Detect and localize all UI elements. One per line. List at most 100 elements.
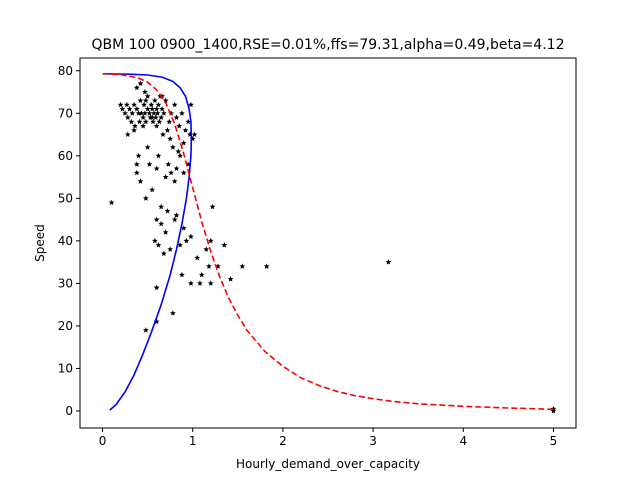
scatter-point (167, 246, 174, 252)
scatter-point (177, 152, 183, 159)
scatter-point (153, 165, 160, 171)
scatter-point (185, 118, 192, 125)
scatter-point (119, 106, 126, 112)
scatter-point (152, 237, 158, 244)
scatter-point (207, 237, 214, 244)
scatter-point (197, 280, 203, 286)
scatter-point (160, 131, 166, 137)
scatter-point (158, 114, 165, 120)
scatter-point (138, 110, 145, 116)
scatter-point (133, 169, 140, 176)
scatter-point (177, 242, 183, 248)
scatter-point (179, 110, 185, 116)
scatter-point (161, 250, 167, 257)
scatter-point (170, 144, 176, 150)
scatter-point (141, 101, 147, 108)
scatter-point (149, 186, 155, 193)
chart-title: QBM 100 0900_1400,RSE=0.01%,ffs=79.31,al… (92, 37, 565, 53)
scatter-point (165, 161, 172, 167)
scatter-point (170, 310, 176, 316)
x-tick-label: 5 (550, 434, 558, 448)
scatter-point (180, 140, 187, 146)
scatter-point (207, 280, 214, 286)
y-axis-title: Speed (33, 224, 47, 262)
scatter-point (179, 271, 185, 278)
scatter-point (149, 114, 155, 120)
scatter-point (131, 101, 137, 108)
scatter-point (122, 110, 128, 116)
scatter-point (171, 216, 178, 223)
scatter-point (146, 110, 153, 116)
scatter-point (173, 165, 180, 171)
scatter-point (124, 114, 131, 120)
scatter-point (385, 259, 392, 265)
scatter-point (183, 237, 190, 244)
scatter-point (133, 161, 140, 167)
scatter-point (162, 229, 169, 235)
scatter-point (133, 106, 140, 112)
scatter-point (158, 203, 165, 210)
y-tick-label: 0 (65, 404, 73, 418)
x-tick-label: 2 (279, 434, 287, 448)
scatter-point (227, 276, 234, 282)
scatter-point (173, 212, 180, 218)
y-tick-label: 40 (58, 234, 73, 248)
scatter-point (153, 123, 160, 129)
scatter-point (176, 123, 183, 129)
scatter-point (153, 284, 160, 291)
scatter-point (142, 327, 149, 333)
scatter-point (168, 169, 174, 176)
y-tick-label: 60 (58, 149, 73, 163)
scatter-point (148, 101, 155, 108)
scatter-point (135, 152, 142, 159)
scatter-point (140, 123, 146, 129)
scatter-point (153, 216, 160, 223)
scatter-point (144, 106, 151, 112)
scatter-point (152, 97, 158, 103)
scatter-point (152, 114, 159, 120)
scatter-point (194, 254, 201, 261)
red-dashed-curve (102, 72, 554, 411)
scatter-point (158, 220, 165, 227)
scatter-point (126, 106, 133, 112)
scatter-point (142, 110, 148, 116)
scatter-point (142, 195, 149, 201)
scatter-point (144, 93, 151, 99)
scatter-point (155, 101, 162, 108)
x-tick-label: 0 (99, 434, 107, 448)
scatter-point (151, 110, 157, 116)
scatter-point (137, 97, 144, 103)
scatter-point (161, 110, 167, 116)
scatter-point (146, 161, 153, 167)
scatter-point (142, 97, 149, 103)
scatter-point (171, 101, 178, 108)
scatter-point (133, 84, 140, 91)
scatter-point (209, 203, 216, 210)
scatter-point (166, 118, 173, 125)
scatter-point (198, 271, 205, 278)
scatter-point (129, 110, 136, 116)
scatter-point (142, 118, 149, 125)
scatter-point (140, 114, 146, 120)
scatter-point (171, 178, 178, 184)
scatter-point (132, 123, 138, 129)
y-tick-label: 30 (58, 276, 73, 290)
y-tick-label: 20 (58, 319, 73, 333)
y-tick-label: 80 (58, 64, 73, 78)
plot-frame (79, 57, 577, 429)
scatter-point (164, 208, 171, 214)
scatter-point (550, 407, 557, 414)
scatter-point (155, 152, 162, 159)
scatter-point (180, 225, 187, 231)
scatter-point (167, 135, 174, 142)
scatter-point (239, 263, 246, 269)
scatter-point (154, 110, 161, 116)
scatter-point (164, 127, 171, 133)
scatter-point (221, 242, 228, 248)
blue-solid-curve (102, 72, 193, 411)
y-tick-label: 50 (58, 191, 73, 205)
